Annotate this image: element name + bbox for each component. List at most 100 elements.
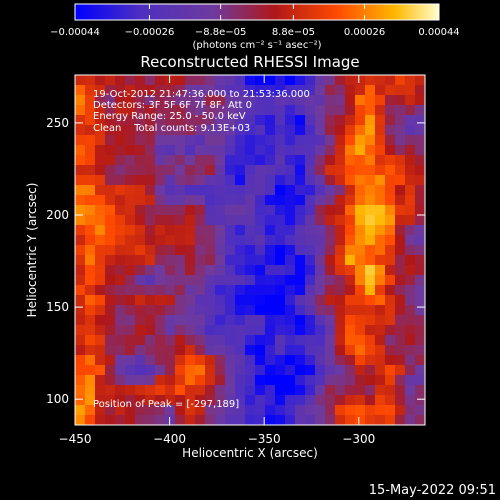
heatmap-cell (395, 105, 406, 116)
heatmap-cell (215, 335, 226, 346)
heatmap-cell (395, 415, 406, 426)
heatmap-cell (315, 295, 326, 306)
heatmap-cell (245, 345, 256, 356)
heatmap-cell (345, 185, 356, 196)
heatmap-cell (235, 415, 246, 426)
heatmap-cell (155, 185, 166, 196)
heatmap-cell (335, 185, 346, 196)
heatmap-cell (175, 85, 186, 96)
heatmap-cell (245, 395, 256, 406)
heatmap-cell (265, 295, 276, 306)
heatmap-cell (265, 255, 276, 266)
heatmap-cell (415, 335, 426, 346)
heatmap-cell (375, 305, 386, 316)
heatmap-cell (245, 205, 256, 216)
heatmap-cell (95, 85, 106, 96)
heatmap-cell (215, 205, 226, 216)
heatmap-cell (195, 255, 206, 266)
heatmap-cell (285, 135, 296, 146)
heatmap-cell (135, 325, 146, 336)
heatmap-cell (335, 75, 346, 86)
heatmap-cell (205, 335, 216, 346)
heatmap-cell (395, 395, 406, 406)
heatmap-cell (195, 385, 206, 396)
heatmap-cell (245, 365, 256, 376)
heatmap-cell (195, 375, 206, 386)
heatmap-cell (335, 405, 346, 416)
heatmap-cell (95, 285, 106, 296)
heatmap-cell (215, 175, 226, 186)
heatmap-cell (185, 285, 196, 296)
heatmap-cell (185, 345, 196, 356)
heatmap-cell (175, 245, 186, 256)
heatmap-cell (335, 285, 346, 296)
heatmap-cell (355, 415, 366, 426)
heatmap-cell (145, 355, 156, 366)
heatmap-cell (305, 225, 316, 236)
heatmap-cell (165, 305, 176, 316)
heatmap-cell (135, 295, 146, 306)
colorbar-tick-label: −0.00044 (50, 27, 100, 38)
heatmap-cell (235, 385, 246, 396)
heatmap-cell (125, 295, 136, 306)
heatmap-cell (185, 295, 196, 306)
heatmap-cell (345, 205, 356, 216)
heatmap-cell (375, 295, 386, 306)
heatmap-cell (205, 75, 216, 86)
heatmap-cell (265, 405, 276, 416)
heatmap-cell (215, 415, 226, 426)
heatmap-cell (95, 185, 106, 196)
heatmap-cell (145, 255, 156, 266)
heatmap-cell (295, 285, 306, 296)
heatmap-cell (235, 235, 246, 246)
heatmap-cell (325, 225, 336, 236)
heatmap-cell (115, 105, 126, 116)
heatmap-cell (355, 245, 366, 256)
heatmap-cell (225, 155, 236, 166)
heatmap-cell (405, 225, 416, 236)
heatmap-cell (105, 275, 116, 286)
heatmap-cell (95, 205, 106, 216)
heatmap-cell (285, 335, 296, 346)
heatmap-cell (135, 285, 146, 296)
heatmap-cell (375, 135, 386, 146)
heatmap-cell (155, 205, 166, 216)
heatmap-cell (235, 295, 246, 306)
heatmap-cell (175, 145, 186, 156)
heatmap-cell (345, 195, 356, 206)
heatmap-cell (265, 265, 276, 276)
heatmap-cell (115, 365, 126, 376)
heatmap-cell (375, 315, 386, 326)
heatmap-cell (315, 385, 326, 396)
heatmap-cell (405, 85, 416, 96)
heatmap-cell (85, 75, 96, 86)
heatmap-cell (255, 205, 266, 216)
heatmap-cell (185, 395, 196, 406)
heatmap-cell (95, 225, 106, 236)
heatmap-cell (325, 395, 336, 406)
heatmap-cell (405, 175, 416, 186)
heatmap-cell (155, 105, 166, 116)
heatmap-cell (165, 195, 176, 206)
heatmap-cell (165, 415, 176, 426)
heatmap-cell (265, 205, 276, 216)
heatmap-cell (75, 415, 86, 426)
heatmap-cell (355, 85, 366, 96)
heatmap-cell (155, 365, 166, 376)
heatmap-cell (75, 145, 86, 156)
heatmap-cell (235, 135, 246, 146)
heatmap-cell (405, 385, 416, 396)
heatmap-cell (105, 125, 116, 136)
heatmap-cell (135, 385, 146, 396)
heatmap-cell (125, 215, 136, 226)
heatmap-cell (225, 185, 236, 196)
chart-title: Reconstructed RHESSI Image (140, 53, 359, 71)
heatmap-cell (385, 275, 396, 286)
heatmap-cell (185, 245, 196, 256)
heatmap-cell (155, 175, 166, 186)
heatmap-cell (325, 95, 336, 106)
heatmap-cell (365, 145, 376, 156)
heatmap-cell (195, 295, 206, 306)
heatmap-cell (215, 225, 226, 236)
heatmap-cell (95, 365, 106, 376)
